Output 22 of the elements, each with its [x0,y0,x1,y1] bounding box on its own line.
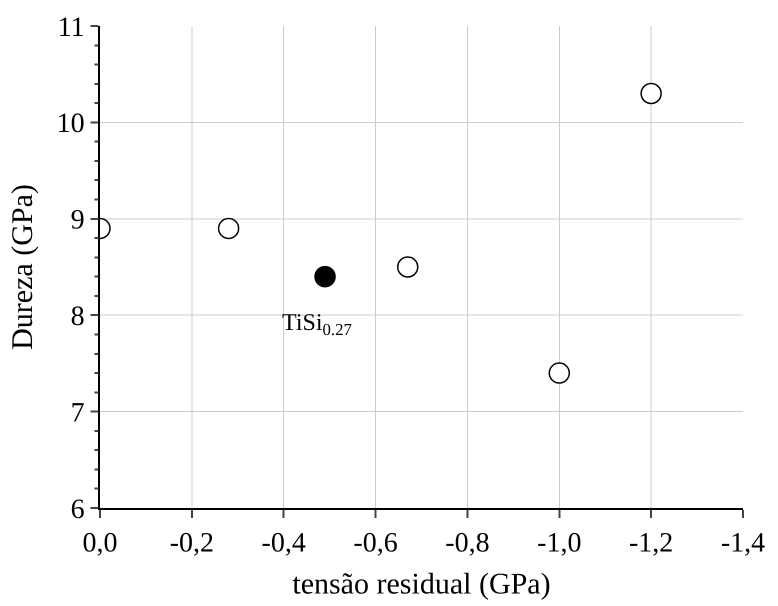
point [548,362,570,384]
x-axis-title: tensão residual (GPa) [292,567,551,600]
x-tick-label: -0,2 [170,527,214,558]
y-tick-label: 9 [70,204,85,236]
point [314,266,336,288]
point [640,82,662,104]
x-tick-label: -0,8 [445,527,490,558]
x-tick-label: -0,6 [353,527,398,558]
y-tick-label: 7 [70,397,85,428]
y-tick-label: 10 [56,108,85,140]
x-tick-label: -1,0 [537,527,582,558]
y-axis-title: Dureza (GPa) [6,184,40,350]
y-tick-label: 8 [70,301,85,332]
y-tick-label: 11 [58,12,85,43]
point [396,256,418,278]
x-tick-label: -0,4 [262,527,306,558]
x-tick-label: 0,0 [82,527,118,558]
x-tick-label: -1,2 [628,527,674,558]
x-tick-label: -1,4 [720,527,766,558]
y-tick-label: 6 [70,494,85,525]
point [218,218,240,240]
annotation: TiSi$_{0.27}$ [282,310,352,340]
